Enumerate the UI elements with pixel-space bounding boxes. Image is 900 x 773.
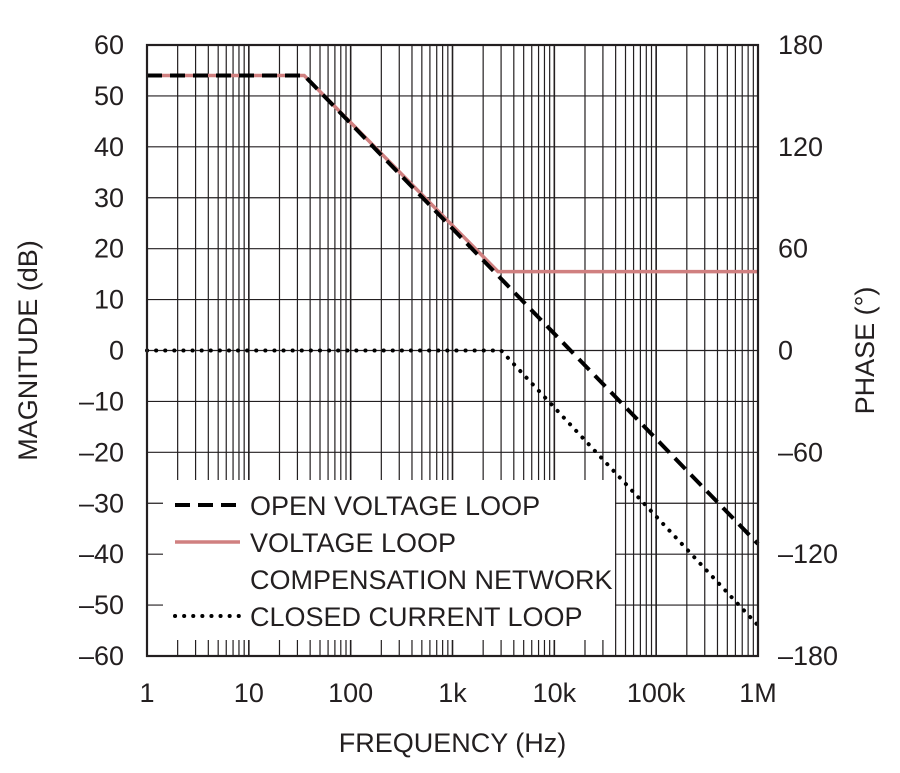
y-tick-label: –50 <box>79 590 124 620</box>
y-tick-label: 20 <box>94 234 124 264</box>
legend: OPEN VOLTAGE LOOP VOLTAGE LOOP COMPENSATIO… <box>163 480 615 640</box>
x-tick-label: 1M <box>739 678 777 708</box>
legend-label: OPEN VOLTAGE LOOP <box>250 491 540 521</box>
y-tick-label: 30 <box>94 183 124 213</box>
y-tick-label: 0 <box>109 336 124 366</box>
y2-tick-label: –120 <box>778 539 838 569</box>
y-axis-title: MAGNITUDE (dB) <box>13 240 43 461</box>
series-line-0 <box>147 73 760 546</box>
y2-tick-label: 0 <box>778 336 793 366</box>
y-tick-label: 10 <box>94 285 124 315</box>
y2-tick-label: 60 <box>778 234 808 264</box>
plot-frame <box>145 43 760 658</box>
y-tick-label: 60 <box>94 30 124 60</box>
y-tick-label: –40 <box>79 539 124 569</box>
y-tick-label: –60 <box>79 641 124 671</box>
x-tick-label: 10 <box>234 678 264 708</box>
y-tick-label: –20 <box>79 437 124 467</box>
legend-label: CLOSED CURRENT LOOP <box>250 602 583 632</box>
y2-axis-title: PHASE (°) <box>850 287 880 415</box>
y-tick-label: 40 <box>94 132 124 162</box>
y-tick-label: 50 <box>94 81 124 111</box>
y2-tick-label: –60 <box>778 437 823 467</box>
tick-labels: 6050403020100–10–20–30–40–50–60180120600… <box>79 30 838 708</box>
y2-tick-label: 180 <box>778 30 823 60</box>
y-tick-label: –30 <box>79 488 124 518</box>
x-tick-label: 1 <box>139 678 154 708</box>
x-tick-label: 100k <box>627 678 686 708</box>
x-tick-label: 1k <box>438 678 467 708</box>
series-line-2 <box>145 348 760 628</box>
y-tick-label: –10 <box>79 386 124 416</box>
y2-tick-label: –180 <box>778 641 838 671</box>
legend-label: COMPENSATION NETWORK <box>250 565 613 595</box>
x-tick-label: 100 <box>328 678 373 708</box>
x-tick-label: 10k <box>533 678 577 708</box>
legend-label: VOLTAGE LOOP <box>250 528 456 558</box>
x-axis-title: FREQUENCY (Hz) <box>339 728 567 758</box>
y2-tick-label: 120 <box>778 132 823 162</box>
legend-background <box>163 480 615 640</box>
series-lines <box>145 73 760 628</box>
